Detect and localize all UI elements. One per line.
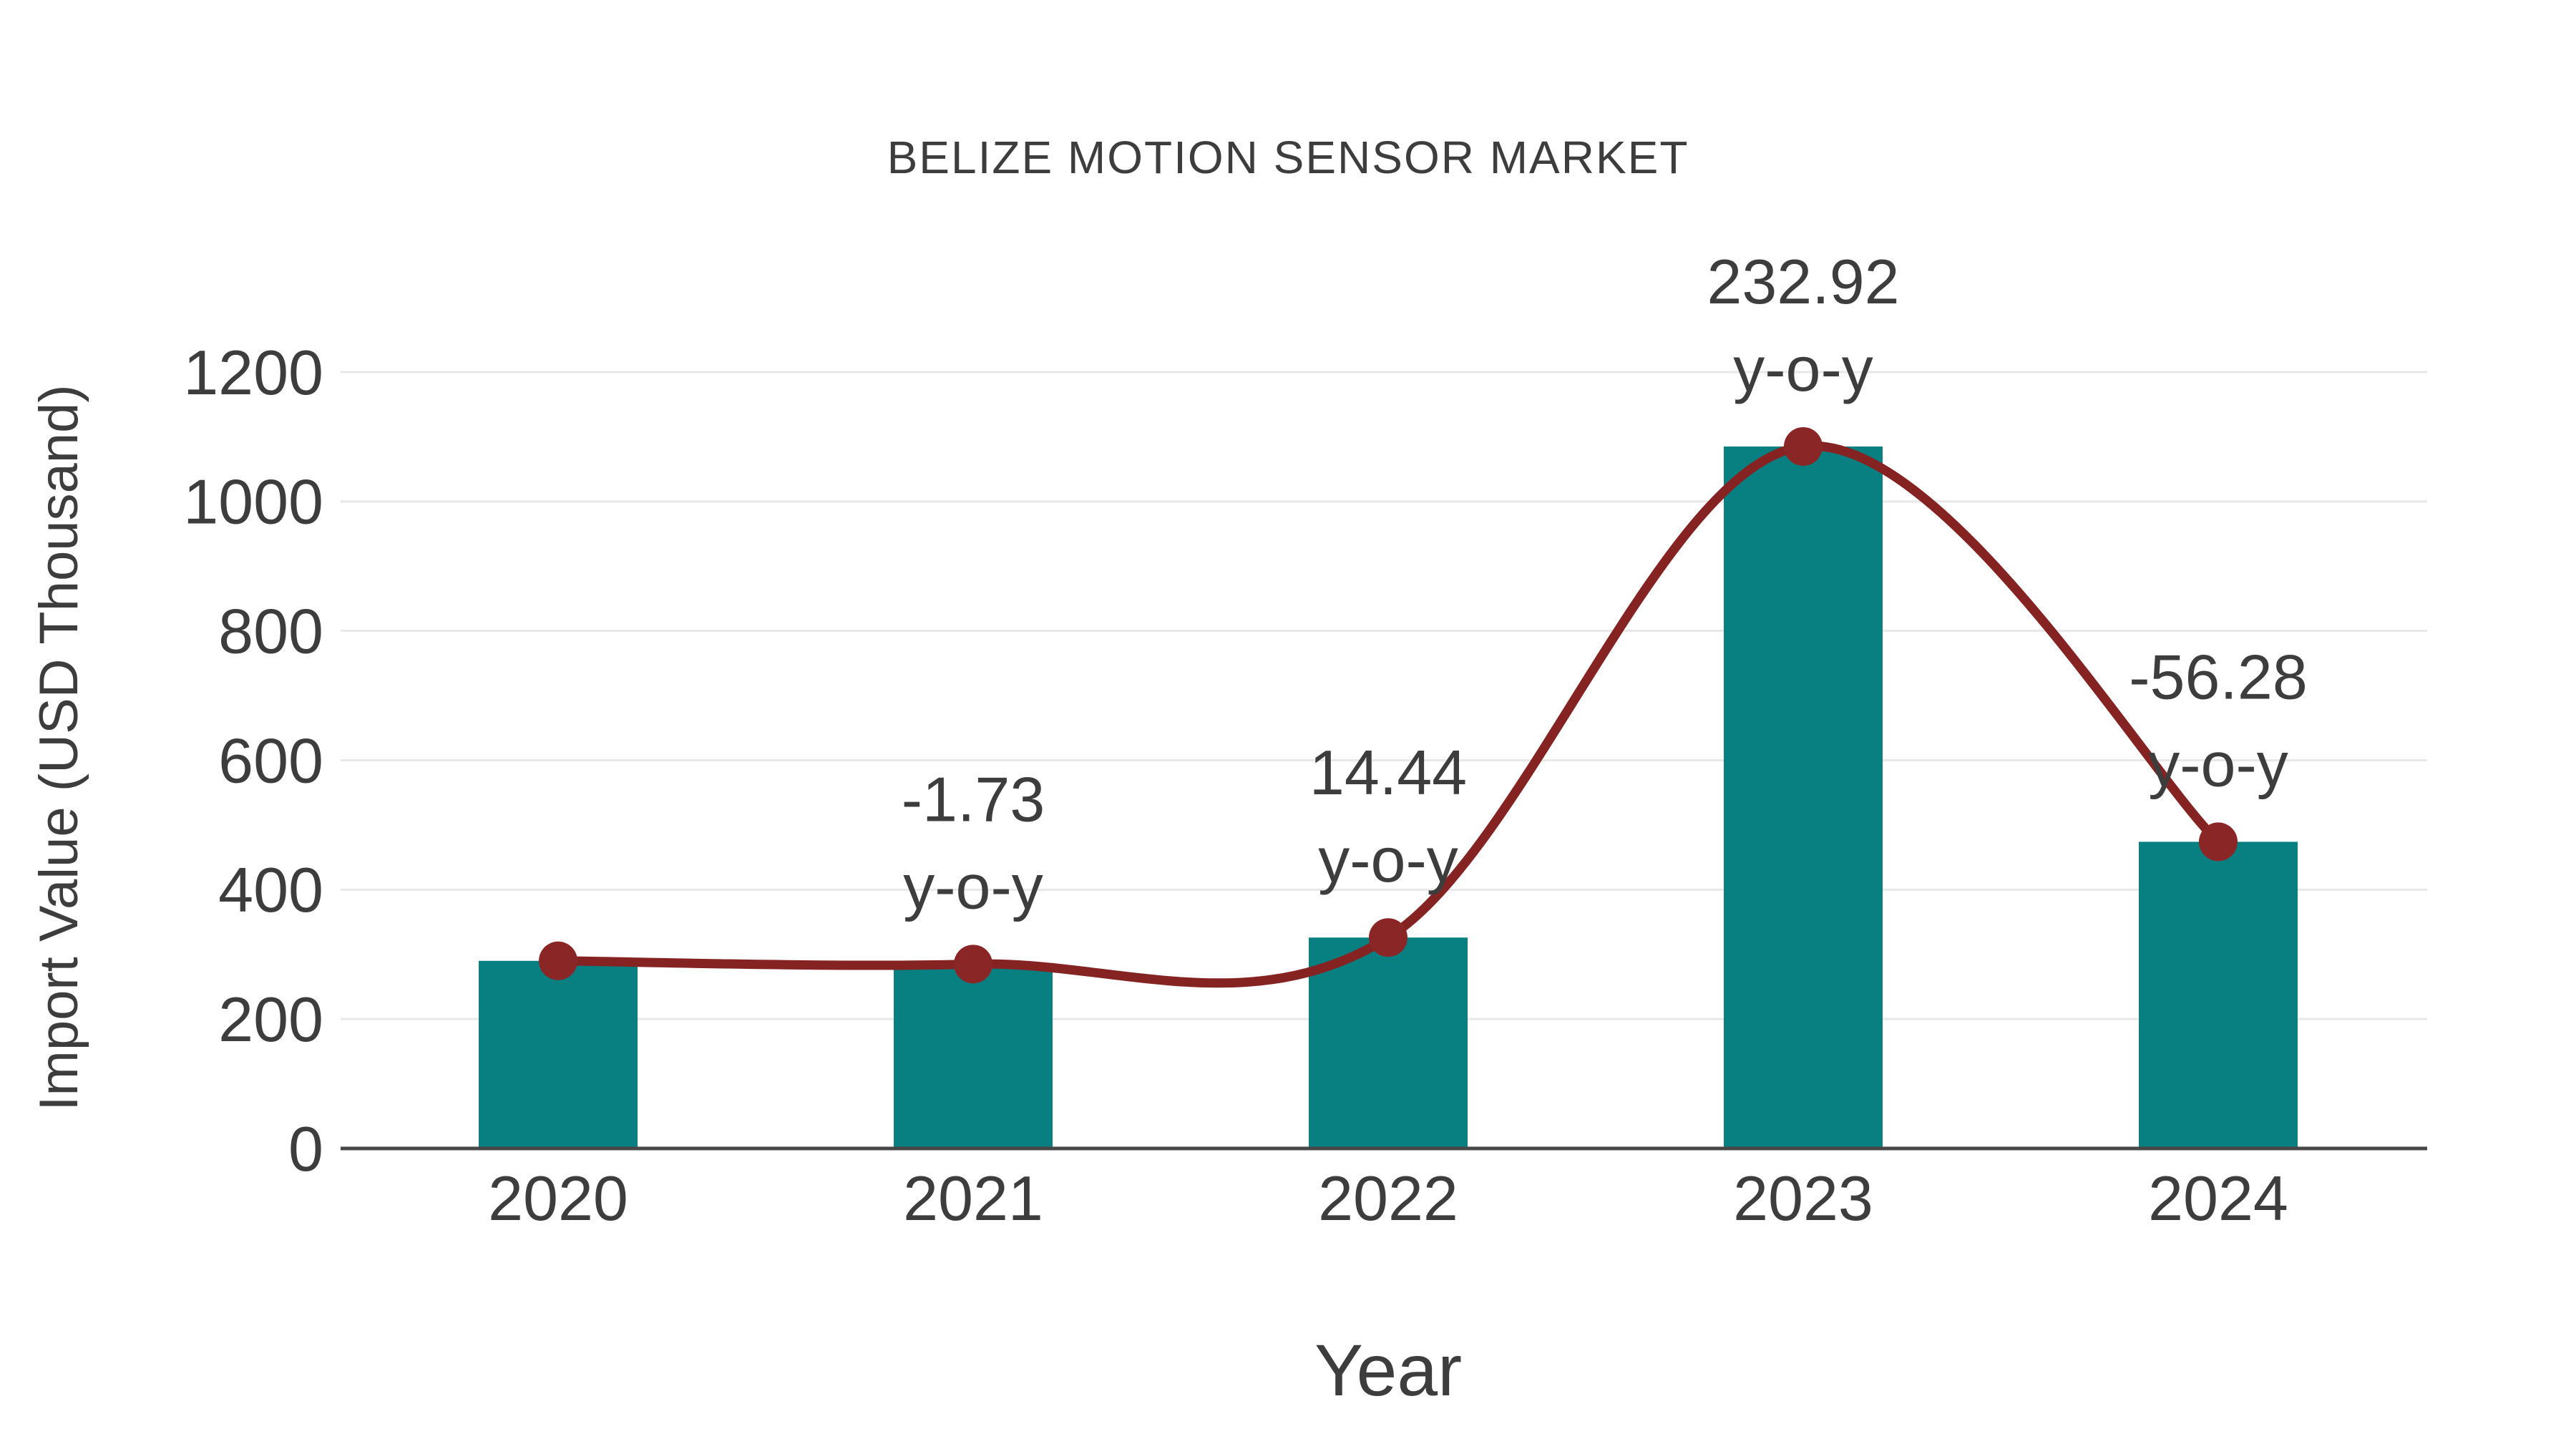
x-tick-label-2023: 2023	[1733, 1163, 1873, 1234]
y-tick-label-400: 400	[218, 854, 323, 925]
annotation-suffix-2021: y-o-y	[903, 851, 1043, 922]
y-tick-label-1000: 1000	[183, 467, 323, 537]
bar-2022[interactable]	[1309, 937, 1468, 1148]
marker-2022[interactable]	[1369, 918, 1407, 957]
gridlines	[341, 371, 2427, 1020]
annotation-value-2021: -1.73	[902, 763, 1045, 834]
y-tick-labels: 0 200 400 600 800 1000 1200	[183, 337, 323, 1184]
chart-title: BELIZE MOTION SENSOR MARKET	[887, 132, 1689, 183]
x-tick-label-2022: 2022	[1318, 1163, 1458, 1234]
marker-2020[interactable]	[539, 941, 577, 980]
bar-2021[interactable]	[894, 964, 1053, 1148]
y-axis-title: Import Value (USD Thousand)	[29, 384, 89, 1111]
annotations: -1.73 y-o-y 14.44 y-o-y 232.92 y-o-y -56.28 y-o…	[902, 246, 2308, 922]
markers	[539, 426, 2238, 984]
x-axis-title: Year	[1314, 1330, 1462, 1411]
x-tick-labels: 2020 2021 2022 2023 2024	[488, 1163, 2288, 1234]
y-tick-label-800: 800	[218, 595, 323, 666]
x-tick-label-2024: 2024	[2148, 1163, 2288, 1234]
annotation-suffix-2022: y-o-y	[1318, 824, 1458, 895]
marker-2021[interactable]	[954, 945, 992, 984]
marker-2023[interactable]	[1784, 426, 1823, 466]
bar-2024[interactable]	[2139, 841, 2298, 1148]
annotation-value-2022: 14.44	[1309, 737, 1467, 808]
x-tick-label-2021: 2021	[903, 1163, 1043, 1234]
annotation-suffix-2024: y-o-y	[2148, 728, 2288, 799]
bars	[479, 446, 2298, 1148]
y-tick-label-600: 600	[218, 725, 323, 796]
annotation-suffix-2023: y-o-y	[1733, 333, 1873, 404]
y-tick-label-200: 200	[218, 984, 323, 1055]
annotation-value-2023: 232.92	[1707, 246, 1899, 317]
marker-2024[interactable]	[2199, 822, 2238, 862]
y-tick-label-1200: 1200	[183, 337, 323, 408]
x-tick-label-2020: 2020	[488, 1163, 628, 1234]
y-tick-label-0: 0	[288, 1113, 323, 1184]
trend-line[interactable]	[553, 441, 2223, 988]
bar-2020[interactable]	[479, 960, 638, 1148]
bar-2023[interactable]	[1724, 446, 1883, 1148]
annotation-value-2024: -56.28	[2129, 641, 2308, 712]
